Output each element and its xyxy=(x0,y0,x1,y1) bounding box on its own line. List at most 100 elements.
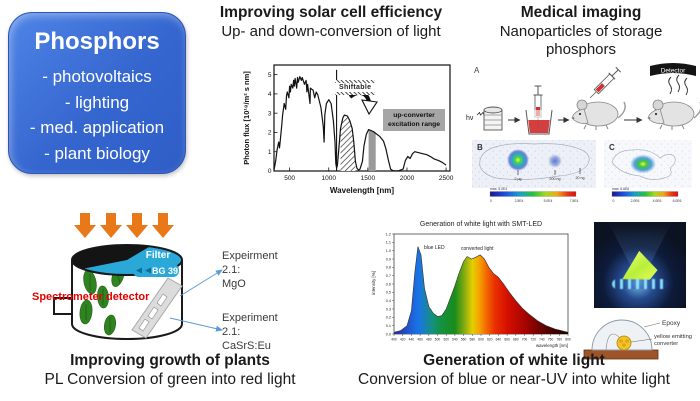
converter-pointer-line xyxy=(630,338,653,343)
svg-text:2: 2 xyxy=(268,130,272,137)
svg-text:760: 760 xyxy=(548,338,554,342)
beaker-syringe-icon xyxy=(525,85,553,135)
filter-label-line2: BG 39 xyxy=(152,266,178,276)
svg-text:1.1: 1.1 xyxy=(386,241,391,245)
svg-text:0.8: 0.8 xyxy=(386,266,391,270)
dose-label: 20 ng xyxy=(576,176,585,180)
filter-front-band xyxy=(133,264,179,277)
plants-caption-title: Improving growth of plants xyxy=(70,352,270,369)
led-chart-svg: 400 420 440 460 480 500 520 540 560 580 600 620 640 6… xyxy=(371,221,571,348)
emission-squiggles-icon xyxy=(668,74,688,96)
solar-header: Improving solar cell efficiency Up- and … xyxy=(200,4,462,41)
white-light-caption-title: Generation of white light xyxy=(423,352,605,369)
svg-text:700: 700 xyxy=(522,338,528,342)
phosphors-item-lighting: - lighting xyxy=(64,92,130,112)
experiment-1-arrow-icon xyxy=(179,269,223,297)
medical-header: Medical imaging Nanoparticles of storage… xyxy=(462,4,700,60)
plants-caption-subtitle: PL Conversion of green into red light xyxy=(44,371,296,389)
panel-a-label: A xyxy=(474,66,480,75)
spectrometer-port-icon xyxy=(53,297,73,315)
plant-growth-diagram: Filter BG 39 Spectrometer detector Expei… xyxy=(30,212,320,362)
svg-text:620: 620 xyxy=(487,338,493,342)
svg-text:0.5: 0.5 xyxy=(386,291,391,295)
solar-x-axis-label: Wavelength [nm] xyxy=(330,186,394,195)
svg-text:2500: 2500 xyxy=(439,175,454,182)
colorbar-b-tick: 7.5E4 xyxy=(570,199,579,203)
plant-diagram-svg: Filter BG 39 xyxy=(53,213,223,340)
svg-text:740: 740 xyxy=(539,338,545,342)
svg-text:480: 480 xyxy=(426,338,432,342)
svg-text:1500: 1500 xyxy=(361,175,376,182)
svg-text:0.9: 0.9 xyxy=(386,257,391,261)
svg-text:0.6: 0.6 xyxy=(386,282,391,286)
epoxy-pointer-line xyxy=(643,322,661,328)
svg-text:600: 600 xyxy=(478,338,484,342)
medical-heading: Medical imaging xyxy=(520,4,642,21)
svg-text:680: 680 xyxy=(513,338,519,342)
experiment-1-line1: Expeirment xyxy=(222,250,278,262)
led-spectrum-area xyxy=(393,246,569,334)
bond-wire xyxy=(605,333,621,351)
solar-spectrum-chart: 500 1000 1500 2000 2500 0 1 2 3 4 5 Wavelength [nm… xyxy=(238,57,458,199)
heatmap-panel-c: C max: 6.6E6 0 2.0E6 4.0E6 6.0E6 xyxy=(604,140,692,203)
svg-text:0.0: 0.0 xyxy=(386,332,391,336)
vial-icon xyxy=(483,106,503,131)
experiment-1-label: Expeirment 2.1: MgO xyxy=(222,250,278,292)
experiment-2-line2: 2.1: xyxy=(222,325,241,338)
led-x-axis-label: wavelength [nm] xyxy=(536,343,568,348)
led-y-axis-label: intensity [%] xyxy=(371,271,376,295)
plants-caption: Improving growth of plants PL Conversion… xyxy=(5,351,335,390)
svg-text:2000: 2000 xyxy=(400,175,415,182)
colorbar-c-tick: 6.0E6 xyxy=(673,199,682,203)
experiment-1-line3: MgO xyxy=(222,277,246,290)
phosphors-item-med-application: - med. application xyxy=(29,118,165,137)
colorbar-b xyxy=(489,191,577,197)
svg-text:440: 440 xyxy=(409,338,415,342)
converted-light-label: converted light xyxy=(461,246,494,252)
phosphors-item-plant-biology: - plant biology xyxy=(44,143,150,163)
dose-label: 2 µg xyxy=(514,177,521,181)
colorbar-b-tick: 2.5E4 xyxy=(515,199,524,203)
panel-c-label: C xyxy=(609,143,615,152)
phosphors-item-photovoltaics: - photovoltaics xyxy=(42,67,152,86)
filter-label-line1: Filter xyxy=(146,250,171,261)
colorbar-c-max: max: 6.6E6 xyxy=(612,187,629,191)
svg-text:3: 3 xyxy=(268,110,272,117)
shiftable-arrowhead-icon xyxy=(361,99,378,116)
detector-banner xyxy=(650,63,696,76)
svg-text:800: 800 xyxy=(565,338,571,342)
colorbar-b-tick: 5.0E4 xyxy=(544,199,553,203)
solar-heading: Improving solar cell efficiency xyxy=(219,4,443,21)
experiment-2-line3: CaSrS:Eu xyxy=(222,339,271,352)
phosphors-title: Phosphors xyxy=(34,28,160,55)
svg-text:0.2: 0.2 xyxy=(386,316,391,320)
led-chart-title: Generation of white light with SMT-LED xyxy=(420,221,542,228)
mouse-body-outline xyxy=(479,143,590,180)
led-axis-ticks: 400 420 440 460 480 500 520 540 560 580 600 620 640 6… xyxy=(386,232,571,341)
svg-text:720: 720 xyxy=(530,338,536,342)
mouse-head-outline xyxy=(611,149,676,180)
colorbar-c-tick: 4.0E6 xyxy=(653,199,662,203)
mouse-icon xyxy=(647,99,700,131)
upconverter-label-line1: up-converter xyxy=(393,112,435,119)
upconverter-label-line2: excitation range xyxy=(387,121,441,129)
syringe-icon xyxy=(589,66,622,99)
svg-text:500: 500 xyxy=(284,175,295,182)
svg-text:780: 780 xyxy=(557,338,563,342)
svg-text:0.7: 0.7 xyxy=(386,274,391,278)
svg-text:1: 1 xyxy=(268,149,272,156)
panel-b-label: B xyxy=(477,143,483,152)
hv-label: hν xyxy=(466,115,474,122)
experiment-2-label: Experiment 2.1: CaSrS:Eu xyxy=(222,312,278,354)
svg-text:420: 420 xyxy=(400,338,406,342)
detector-label: Detector xyxy=(661,68,686,75)
colorbar-c-tick: 0 xyxy=(613,199,615,203)
spectrometer-label: Spectrometer detector xyxy=(32,291,150,303)
svg-text:0.3: 0.3 xyxy=(386,307,391,311)
blue-led-label: blue LED xyxy=(424,245,445,251)
converter-label-line1: yellow emitting xyxy=(654,334,692,340)
svg-text:460: 460 xyxy=(417,338,423,342)
svg-text:640: 640 xyxy=(496,338,502,342)
experiment-2-arrow-icon xyxy=(169,317,223,332)
